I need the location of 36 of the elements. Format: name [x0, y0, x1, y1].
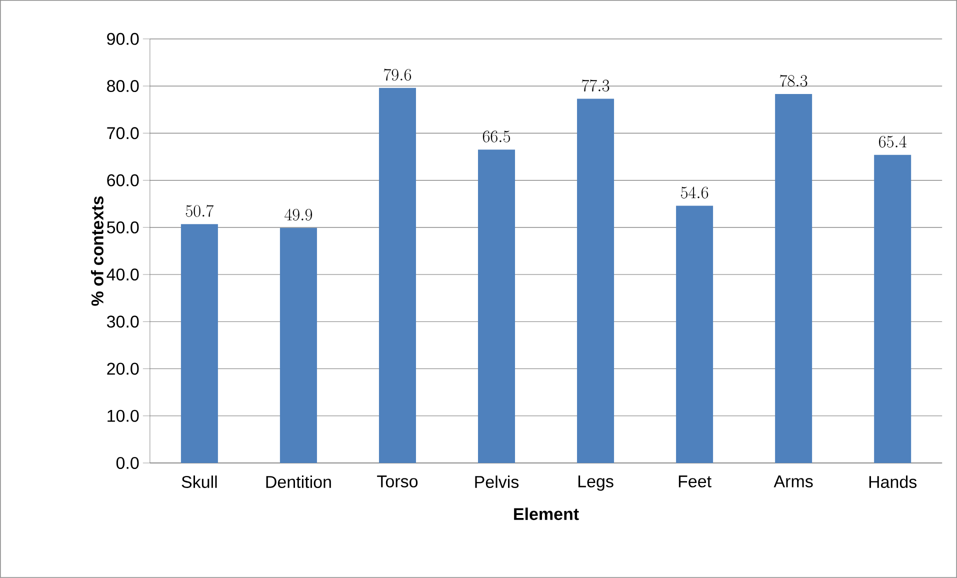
y-tick-label: 80.0 [107, 80, 139, 92]
y-axis-title: % of contexts [90, 196, 104, 306]
data-label: 50.7 [186, 204, 214, 217]
data-label: 79.6 [384, 68, 412, 81]
y-tick-label: 50.0 [106, 221, 139, 234]
x-tick-label: Skull [182, 476, 217, 488]
y-tick-label: 40.0 [106, 268, 139, 281]
y-tick-label: 0.0 [116, 457, 139, 470]
y-tick-label: 70.0 [107, 127, 139, 140]
data-label: 78.3 [780, 74, 808, 87]
x-tick-label: Pelvis [475, 476, 519, 488]
x-tick-label: Hands [869, 476, 917, 488]
bar [775, 94, 812, 464]
y-tick-label: 20.0 [107, 362, 139, 375]
x-axis-title: Element [514, 508, 579, 520]
data-label: 49.9 [284, 208, 312, 221]
x-tick-label: Legs [578, 476, 614, 491]
bar [577, 98, 614, 464]
y-tick-label: 30.0 [106, 316, 139, 328]
data-label: 77.3 [582, 80, 610, 92]
bar [378, 88, 416, 464]
data-label: 65.4 [878, 136, 906, 148]
y-tick-label: 60.0 [107, 174, 139, 186]
x-tick-label: Torso [377, 476, 418, 488]
data-label: 54.6 [681, 186, 708, 199]
x-tick-label: Dentition [266, 476, 331, 488]
bar [280, 228, 317, 464]
x-tick-label: Arms [774, 476, 813, 488]
data-label: 66.5 [482, 130, 510, 142]
bar [180, 224, 218, 464]
bar [478, 150, 516, 464]
bar [676, 206, 714, 464]
x-tick-label: Feet [678, 476, 712, 488]
bar [874, 154, 912, 464]
y-tick-label: 90.0 [107, 32, 139, 45]
y-tick-label: 10.0 [108, 410, 139, 422]
